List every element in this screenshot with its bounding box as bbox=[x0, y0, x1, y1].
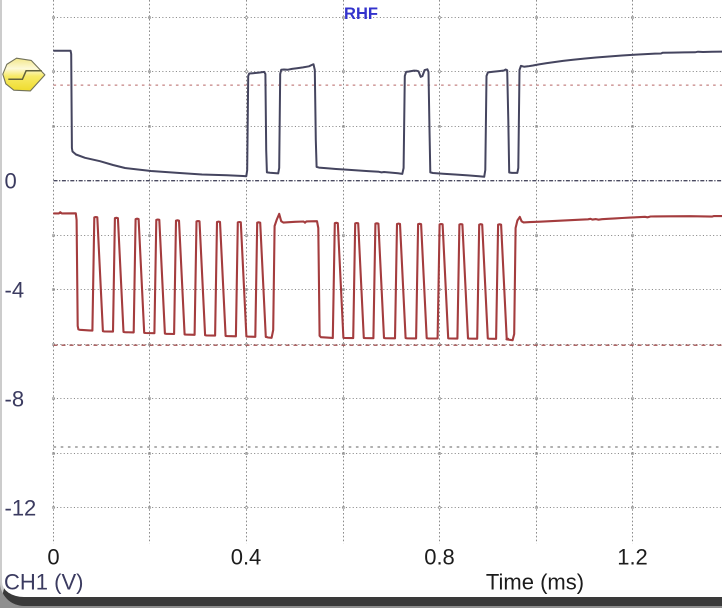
svg-text:CH1 (V): CH1 (V) bbox=[4, 570, 83, 595]
svg-text:0: 0 bbox=[47, 545, 59, 570]
svg-text:1.2: 1.2 bbox=[617, 545, 648, 570]
svg-text:Time (ms): Time (ms) bbox=[486, 570, 584, 595]
svg-text:0.8: 0.8 bbox=[424, 545, 455, 570]
svg-text:-12: -12 bbox=[5, 495, 37, 520]
svg-text:-4: -4 bbox=[5, 277, 25, 302]
svg-text:0: 0 bbox=[5, 168, 17, 193]
svg-text:RHF: RHF bbox=[344, 5, 378, 23]
svg-text:-8: -8 bbox=[5, 386, 25, 411]
svg-text:0.4: 0.4 bbox=[231, 545, 262, 570]
